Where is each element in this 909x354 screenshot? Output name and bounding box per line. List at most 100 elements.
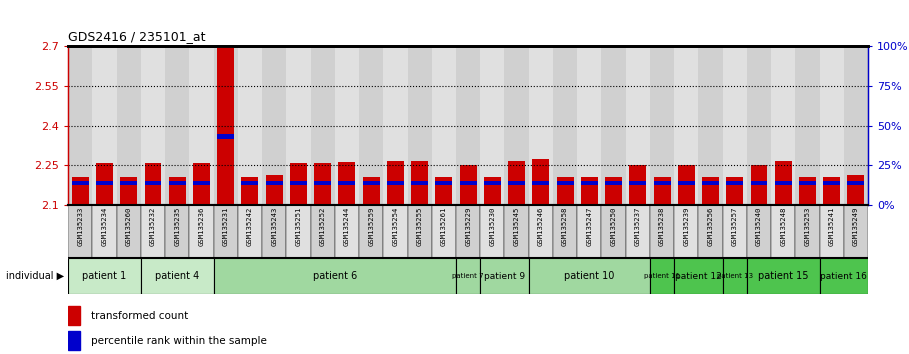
Text: patient 11: patient 11 xyxy=(644,273,680,279)
Bar xyxy=(384,205,407,258)
Bar xyxy=(774,181,792,185)
Bar xyxy=(165,205,189,258)
Bar xyxy=(602,205,625,258)
Bar xyxy=(844,205,868,258)
Bar xyxy=(335,46,359,205)
Bar xyxy=(407,46,432,205)
Bar xyxy=(747,46,771,205)
Bar xyxy=(654,181,671,185)
Text: GSM135254: GSM135254 xyxy=(393,207,398,246)
Text: individual ▶: individual ▶ xyxy=(5,271,64,281)
Bar xyxy=(120,177,137,205)
Bar xyxy=(311,46,335,205)
Bar xyxy=(238,46,262,205)
Bar xyxy=(290,163,307,205)
Text: GSM135238: GSM135238 xyxy=(659,207,665,246)
Bar xyxy=(456,205,480,258)
Bar xyxy=(242,177,258,205)
Bar xyxy=(214,205,238,258)
Bar xyxy=(363,181,380,185)
Text: GSM135239: GSM135239 xyxy=(684,207,689,246)
Text: GSM135247: GSM135247 xyxy=(586,207,593,246)
Bar xyxy=(96,163,113,205)
Bar xyxy=(432,205,456,258)
Bar xyxy=(847,175,864,205)
Bar xyxy=(68,331,80,350)
Bar xyxy=(262,205,286,258)
Bar xyxy=(456,258,480,294)
Bar xyxy=(315,163,331,205)
Bar xyxy=(553,46,577,205)
Text: GSM135246: GSM135246 xyxy=(538,207,544,246)
Bar xyxy=(435,181,453,185)
Bar xyxy=(820,258,868,294)
Text: patient 6: patient 6 xyxy=(313,271,357,281)
Bar xyxy=(265,181,283,185)
Bar xyxy=(625,46,650,205)
Bar xyxy=(844,46,868,205)
Text: GSM135252: GSM135252 xyxy=(320,207,325,246)
Bar xyxy=(605,181,622,185)
Text: patient 9: patient 9 xyxy=(484,272,525,281)
Bar xyxy=(193,181,210,185)
Bar xyxy=(286,205,311,258)
Bar xyxy=(363,177,380,205)
Text: GSM135232: GSM135232 xyxy=(150,207,156,246)
Bar xyxy=(795,46,820,205)
Text: transformed count: transformed count xyxy=(91,311,188,321)
Text: GSM135240: GSM135240 xyxy=(756,207,762,246)
Bar xyxy=(605,177,622,205)
Bar xyxy=(650,205,674,258)
Bar xyxy=(387,181,404,185)
Bar xyxy=(629,181,646,185)
Bar xyxy=(217,47,235,205)
Bar xyxy=(702,177,719,205)
Bar xyxy=(577,46,602,205)
Bar xyxy=(68,46,93,205)
Bar xyxy=(484,177,501,205)
Bar xyxy=(120,181,137,185)
Bar xyxy=(751,166,767,205)
Bar xyxy=(556,181,574,185)
Bar xyxy=(771,46,795,205)
Bar xyxy=(286,46,311,205)
Bar xyxy=(189,46,214,205)
Text: GSM135244: GSM135244 xyxy=(344,207,350,246)
Text: GSM135234: GSM135234 xyxy=(102,207,107,246)
Bar xyxy=(747,205,771,258)
Bar xyxy=(145,163,162,205)
Bar xyxy=(338,161,355,205)
Bar xyxy=(556,177,574,205)
Bar xyxy=(678,181,694,185)
Bar xyxy=(480,258,529,294)
Bar xyxy=(723,258,747,294)
Bar xyxy=(262,46,286,205)
Bar xyxy=(165,46,189,205)
Bar xyxy=(72,177,89,205)
Bar xyxy=(824,181,840,185)
Bar xyxy=(508,161,525,205)
Text: patient 4: patient 4 xyxy=(155,271,199,281)
Text: patient 13: patient 13 xyxy=(716,273,753,279)
Bar xyxy=(116,205,141,258)
Bar xyxy=(193,163,210,205)
Bar xyxy=(169,177,185,205)
Text: GSM135236: GSM135236 xyxy=(198,207,205,246)
Bar xyxy=(723,205,747,258)
Text: GDS2416 / 235101_at: GDS2416 / 235101_at xyxy=(68,30,205,44)
Bar xyxy=(820,46,844,205)
Bar xyxy=(480,46,504,205)
Text: GSM135248: GSM135248 xyxy=(780,207,786,246)
Bar xyxy=(242,181,258,185)
Bar xyxy=(553,205,577,258)
Bar xyxy=(747,258,820,294)
Text: GSM135231: GSM135231 xyxy=(223,207,229,246)
Text: GSM135233: GSM135233 xyxy=(77,207,84,246)
Bar xyxy=(504,205,529,258)
Bar xyxy=(96,181,113,185)
Bar xyxy=(678,166,694,205)
Bar xyxy=(145,181,162,185)
Text: GSM135251: GSM135251 xyxy=(295,207,302,246)
Bar xyxy=(141,258,214,294)
Text: patient 16: patient 16 xyxy=(821,272,867,281)
